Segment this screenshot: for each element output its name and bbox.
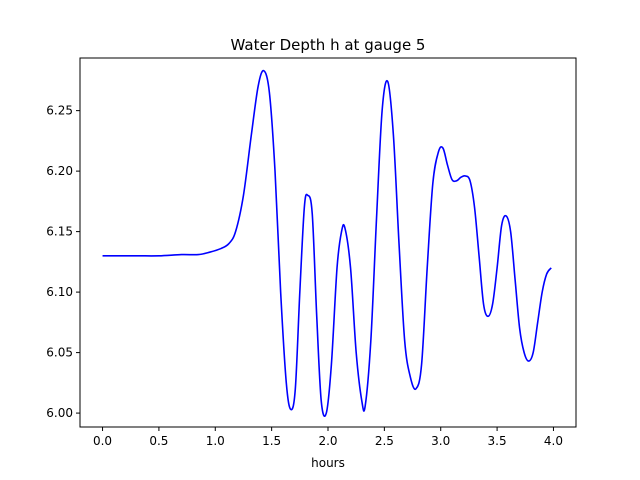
y-tick-label: 6.05: [46, 346, 73, 360]
series-line-0: [102, 69, 552, 417]
x-tick-label: 4.0: [544, 434, 563, 448]
plot-frame: [79, 57, 577, 428]
x-axis-label: hours: [311, 456, 345, 470]
y-tick-label: 6.20: [46, 164, 73, 178]
x-tick-label: 3.5: [488, 434, 507, 448]
x-tick-label: 2.5: [375, 434, 394, 448]
x-tick-label: 1.0: [206, 434, 225, 448]
x-tick-label: 2.0: [318, 434, 337, 448]
y-tick-label: 6.00: [46, 406, 73, 420]
y-tick-label: 6.10: [46, 285, 73, 299]
y-tick-label: 6.25: [46, 104, 73, 118]
plot-area: 0.0 0.5 1.0 1.5 2.0 2.5 3.0 3.5 4.0 6.00 6.05 6.10 6…: [46, 57, 577, 448]
x-tick-label: 0.5: [149, 434, 168, 448]
x-tick-label: 3.0: [431, 434, 450, 448]
x-tick-label: 0.0: [93, 434, 112, 448]
chart-title: Water Depth h at gauge 5: [231, 36, 426, 54]
x-tick-label: 1.5: [262, 434, 281, 448]
y-tick-label: 6.15: [46, 225, 73, 239]
